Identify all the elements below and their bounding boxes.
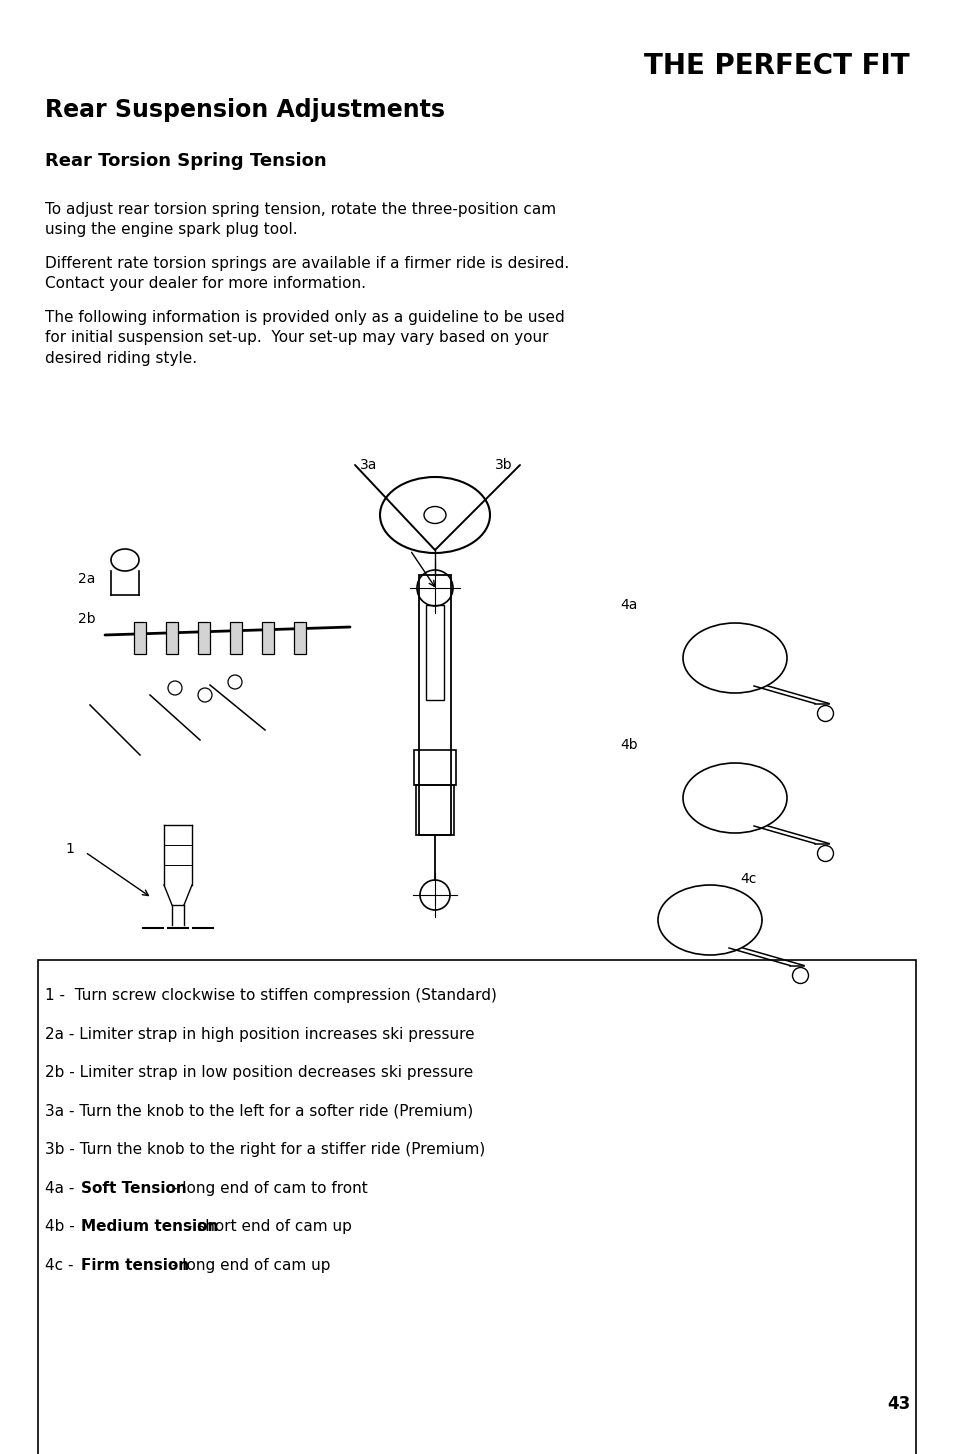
- Text: 1 -  Turn screw clockwise to stiffen compression (Standard): 1 - Turn screw clockwise to stiffen comp…: [45, 989, 497, 1003]
- Text: 4a -: 4a -: [45, 1181, 79, 1195]
- Text: - short end of cam up: - short end of cam up: [182, 1218, 352, 1234]
- Bar: [133, 622, 146, 654]
- Bar: [38, 960, 915, 1454]
- Text: 1: 1: [65, 842, 73, 856]
- Text: Rear Suspension Adjustments: Rear Suspension Adjustments: [45, 97, 444, 122]
- Text: 3b - Turn the knob to the right for a stiffer ride (Premium): 3b - Turn the knob to the right for a st…: [45, 1141, 485, 1157]
- Text: Soft Tension: Soft Tension: [81, 1181, 187, 1195]
- Text: - long end of cam to front: - long end of cam to front: [167, 1181, 368, 1195]
- Text: Rear Torsion Spring Tension: Rear Torsion Spring Tension: [45, 153, 326, 170]
- Text: 4b -: 4b -: [45, 1218, 79, 1234]
- Text: Different rate torsion springs are available if a firmer ride is desired.
Contac: Different rate torsion springs are avail…: [45, 256, 569, 291]
- Text: 3a: 3a: [359, 458, 377, 473]
- Text: 4c: 4c: [740, 872, 756, 885]
- Bar: [418, 574, 451, 835]
- Bar: [294, 622, 306, 654]
- Text: Medium tension: Medium tension: [81, 1218, 218, 1234]
- Text: 4b: 4b: [619, 739, 637, 752]
- Text: 2b - Limiter strap in low position decreases ski pressure: 2b - Limiter strap in low position decre…: [45, 1064, 473, 1080]
- Text: 4c -: 4c -: [45, 1258, 78, 1272]
- Text: - long end of cam up: - long end of cam up: [167, 1258, 331, 1272]
- Text: THE PERFECT FIT: THE PERFECT FIT: [643, 52, 909, 80]
- Text: To adjust rear torsion spring tension, rotate the three-position cam
using the e: To adjust rear torsion spring tension, r…: [45, 202, 556, 237]
- Bar: [198, 622, 210, 654]
- Bar: [262, 622, 274, 654]
- Text: 3a - Turn the knob to the left for a softer ride (Premium): 3a - Turn the knob to the left for a sof…: [45, 1104, 473, 1118]
- Text: Firm tension: Firm tension: [81, 1258, 189, 1272]
- Bar: [416, 785, 454, 835]
- Text: 4a: 4a: [619, 598, 637, 612]
- Text: 2b: 2b: [78, 612, 95, 627]
- Text: The following information is provided only as a guideline to be used
for initial: The following information is provided on…: [45, 310, 564, 366]
- Text: 3b: 3b: [495, 458, 512, 473]
- Bar: [166, 622, 178, 654]
- Bar: [230, 622, 242, 654]
- Bar: [426, 605, 443, 699]
- Text: 43: 43: [886, 1394, 909, 1413]
- Text: 2a: 2a: [78, 571, 95, 586]
- Bar: [414, 750, 456, 785]
- Text: 2a - Limiter strap in high position increases ski pressure: 2a - Limiter strap in high position incr…: [45, 1027, 475, 1041]
